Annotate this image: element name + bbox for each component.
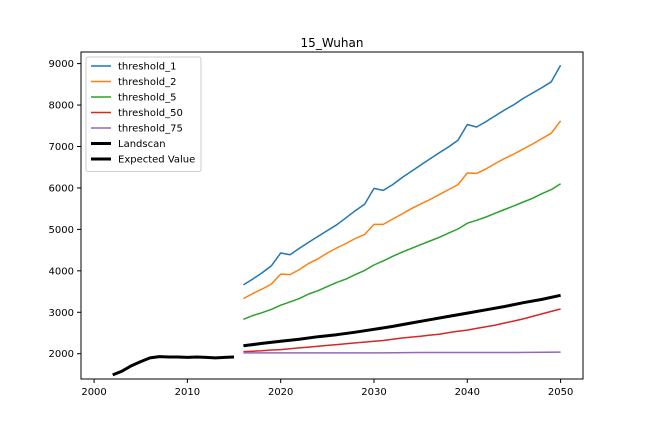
series-line-threshold-1 [243, 64, 562, 286]
series-line-threshold-75 [243, 351, 561, 354]
series-line-landscan [112, 355, 235, 377]
legend-box [85, 56, 202, 172]
y-axis-ticks: 2000 3000 4000 5000 6000 7000 8000 9000 [49, 59, 81, 360]
y-tick-label: 9000 [49, 59, 74, 70]
plot-frame [80, 51, 584, 380]
series-line-threshold-2 [243, 120, 562, 300]
x-tick-label: 2030 [361, 387, 386, 398]
series-line-threshold-5 [243, 183, 561, 320]
x-axis-ticks: 2000 2010 2020 2030 2040 2050 [81, 379, 573, 398]
y-tick-label: 7000 [49, 142, 74, 153]
series-line-threshold-50 [243, 308, 561, 353]
legend-label: threshold_2 [118, 77, 176, 88]
legend: threshold_1 threshold_2 threshold_5thresho… [85, 56, 202, 172]
x-tick-label: 2040 [455, 387, 480, 398]
x-tick-label: 2020 [268, 387, 293, 398]
y-tick-label: 4000 [49, 266, 74, 277]
legend-label: Expected Value [118, 155, 195, 166]
y-tick-label: 6000 [49, 183, 74, 194]
legend-label: threshold_75 [118, 124, 183, 135]
y-tick-label: 2000 [49, 349, 74, 360]
chart-title: 15_Wuhan [301, 36, 364, 50]
legend-label: threshold_50 [118, 108, 183, 119]
legend-label: Landscan [118, 139, 166, 150]
y-tick-label: 5000 [49, 225, 74, 236]
y-tick-label: 8000 [49, 101, 74, 112]
legend-label: threshold_5 [118, 93, 176, 104]
x-tick-label: 2000 [81, 387, 106, 398]
series-line-expected-value [243, 293, 561, 348]
plot-lines [112, 64, 562, 377]
y-tick-label: 3000 [49, 308, 74, 319]
x-tick-label: 2010 [175, 387, 200, 398]
legend-label: threshold_1 [118, 62, 176, 73]
x-tick-label: 2050 [548, 387, 573, 398]
